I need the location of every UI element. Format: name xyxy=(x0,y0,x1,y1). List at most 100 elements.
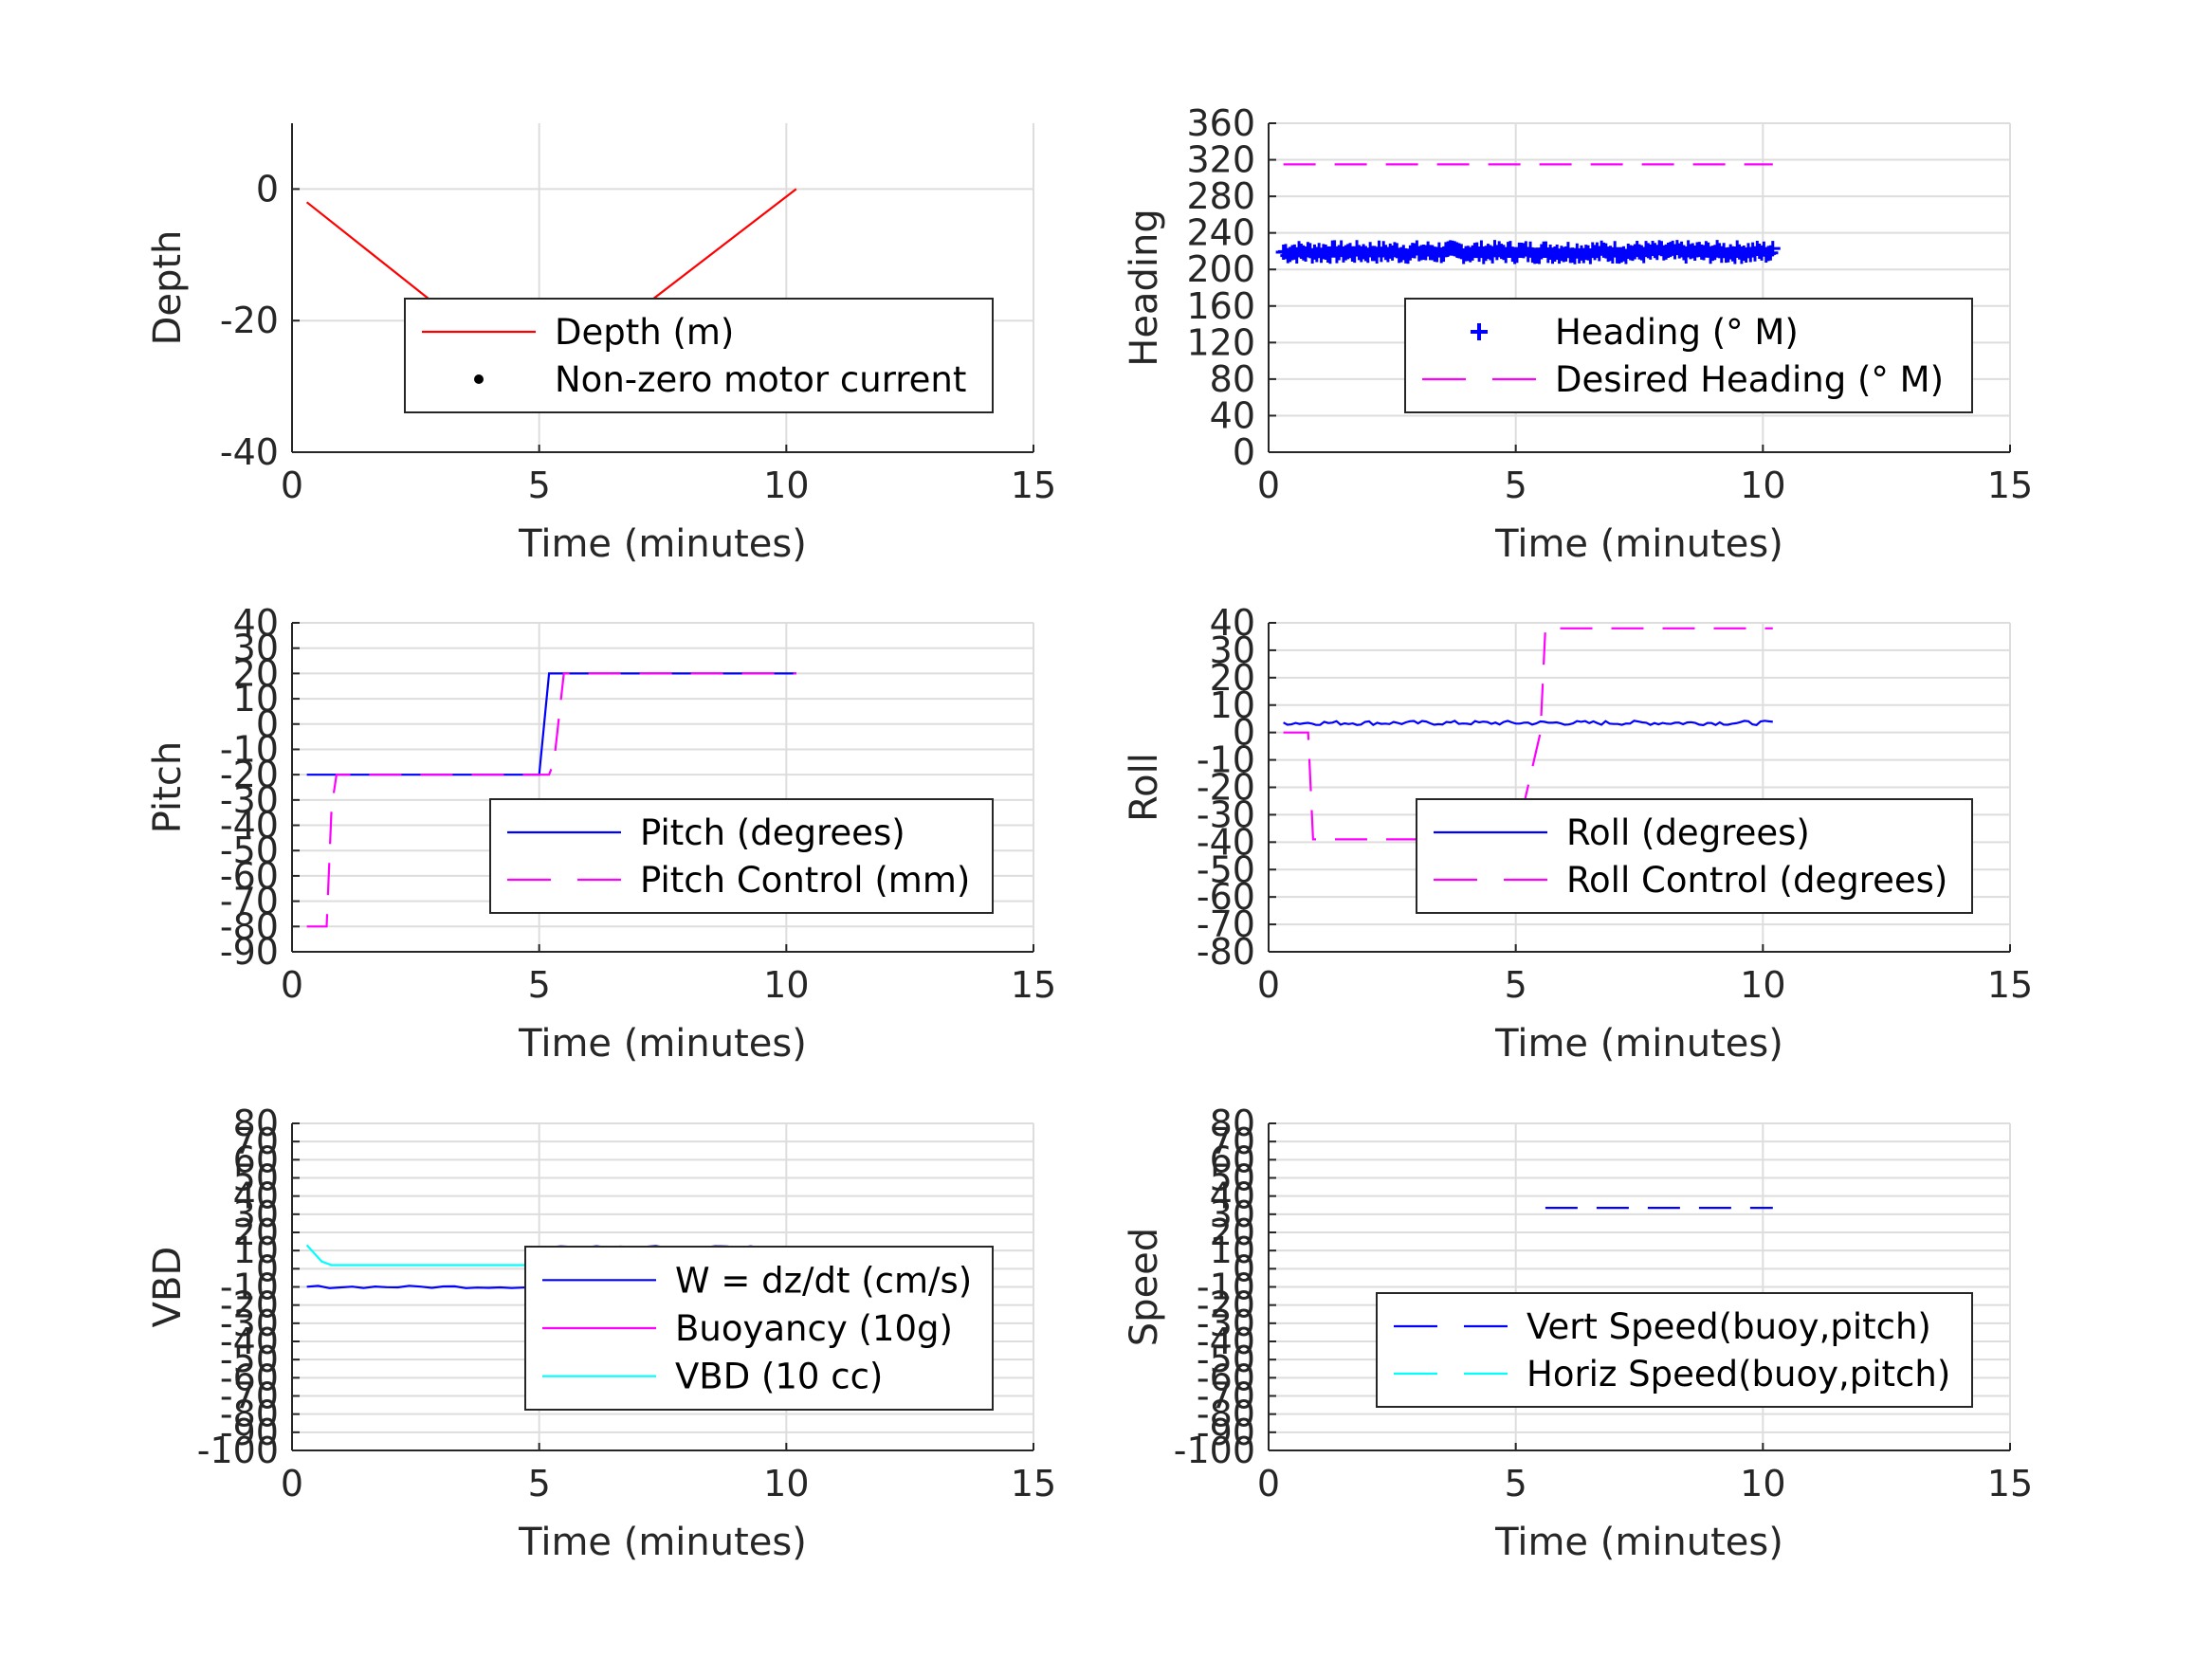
y-tick-label: 60 xyxy=(233,1139,279,1180)
x-tick-label: 15 xyxy=(1011,1463,1056,1504)
y-tick-label: -80 xyxy=(220,1394,279,1435)
y-tick-label: 0 xyxy=(256,703,279,745)
y-tick-label: 0 xyxy=(256,1248,279,1289)
x-axis-label: Time (minutes) xyxy=(518,1521,807,1564)
depth-legend: Depth (m) Non-zero motor current xyxy=(404,298,994,413)
legend-box xyxy=(489,798,994,914)
x-tick-label: 10 xyxy=(763,1463,809,1504)
y-tick-label: -90 xyxy=(1197,1412,1255,1453)
y-tick-label: 20 xyxy=(1210,1212,1255,1253)
heading-point xyxy=(1709,240,1726,256)
y-tick-label: -40 xyxy=(1197,821,1255,863)
y-tick-label: 0 xyxy=(1233,712,1255,754)
y-tick-label: 30 xyxy=(1210,629,1255,671)
x-tick-label: 15 xyxy=(1987,1463,2033,1504)
x-tick-label: 5 xyxy=(528,465,551,506)
y-tick-label: -80 xyxy=(220,905,279,947)
y-axis-label: VBD xyxy=(146,1247,190,1328)
y-tick-label: -10 xyxy=(220,1267,279,1308)
y-tick-label: 40 xyxy=(1210,602,1255,644)
y-tick-label: -50 xyxy=(1197,1339,1255,1380)
x-tick-label: 0 xyxy=(1257,1463,1280,1504)
y-tick-label: -30 xyxy=(220,779,279,821)
x-tick-label: 5 xyxy=(528,964,551,1006)
heading-legend: Heading (° M) Desired Heading (° M) xyxy=(1404,298,1973,413)
y-tick-label: 20 xyxy=(1210,657,1255,699)
roll-panel: 0 5 10 15-80-70-60-50-40-30-20-10010203040T… xyxy=(1123,602,2033,1066)
vbd-panel: 0 5 10 15-100-90-80-70-60-50-40-30-20-10010… xyxy=(146,1103,1056,1564)
legend-label: Heading (° M) xyxy=(1555,312,1799,353)
y-tick-label: -70 xyxy=(220,1376,279,1417)
y-tick-label: -70 xyxy=(1197,903,1255,945)
y-tick-label: -70 xyxy=(1197,1376,1255,1417)
y-tick-label: -30 xyxy=(220,1303,279,1344)
y-tick-label: -60 xyxy=(1197,1357,1255,1398)
x-tick-label: 0 xyxy=(281,1463,303,1504)
y-tick-label: 10 xyxy=(233,1230,279,1271)
y-tick-label: 0 xyxy=(256,168,279,210)
legend-label: Pitch Control (mm) xyxy=(640,860,970,901)
x-tick-label: 5 xyxy=(1505,964,1527,1006)
legend-label: Vert Speed(buoy,pitch) xyxy=(1526,1306,1931,1347)
y-axis-label: Depth xyxy=(146,230,190,346)
x-tick-label: 5 xyxy=(528,1463,551,1504)
legend-label: Buoyancy (10g) xyxy=(675,1308,953,1349)
y-tick-label: -90 xyxy=(220,1412,279,1453)
x-tick-label: 15 xyxy=(1987,465,2033,506)
legend-label: Pitch (degrees) xyxy=(640,812,905,853)
y-tick-label: 200 xyxy=(1186,248,1255,290)
y-tick-label: 80 xyxy=(1210,358,1255,400)
y-tick-label: 40 xyxy=(1210,1176,1255,1217)
y-tick-label: -30 xyxy=(1197,793,1255,835)
legend-label: Non-zero motor current xyxy=(555,359,966,400)
y-tick-label: -80 xyxy=(1197,931,1255,973)
x-tick-label: 10 xyxy=(763,964,809,1006)
x-axis-label: Time (minutes) xyxy=(1494,1022,1783,1066)
legend-label: Roll (degrees) xyxy=(1566,812,1810,853)
legend-box xyxy=(1416,798,1973,914)
y-tick-label: -40 xyxy=(220,1321,279,1362)
y-tick-label: 20 xyxy=(233,1212,279,1253)
y-axis-label: Heading xyxy=(1123,209,1166,366)
y-tick-label: -20 xyxy=(220,300,279,341)
y-tick-label: -20 xyxy=(220,754,279,795)
roll-legend: Roll (degrees) Roll Control (degrees) xyxy=(1416,798,1973,914)
heading-point xyxy=(1764,241,1781,257)
y-tick-label: 40 xyxy=(233,1176,279,1217)
legend-swatch xyxy=(474,374,484,384)
y-tick-label: -40 xyxy=(220,805,279,847)
y-tick-label: -50 xyxy=(1197,848,1255,890)
y-tick-label: -10 xyxy=(1197,739,1255,781)
y-tick-label: -80 xyxy=(1197,1394,1255,1435)
x-tick-label: 10 xyxy=(763,465,809,506)
x-tick-label: 0 xyxy=(281,465,303,506)
y-tick-label: -20 xyxy=(220,1285,279,1326)
pitch-panel: 0 5 10 15-90-80-70-60-50-40-30-20-100102030… xyxy=(146,602,1056,1066)
x-tick-label: 5 xyxy=(1505,1463,1527,1504)
y-tick-label: 80 xyxy=(233,1103,279,1144)
speed-legend: Vert Speed(buoy,pitch) Horiz Speed(buoy,p… xyxy=(1376,1292,1973,1408)
legend-box xyxy=(404,298,994,413)
y-tick-label: -50 xyxy=(220,830,279,871)
x-tick-label: 0 xyxy=(1257,465,1280,506)
y-tick-label: 30 xyxy=(1210,1194,1255,1235)
x-tick-label: 15 xyxy=(1011,964,1056,1006)
y-tick-label: -40 xyxy=(220,431,279,473)
x-tick-label: 0 xyxy=(1257,964,1280,1006)
y-tick-label: 60 xyxy=(1210,1139,1255,1180)
y-tick-label: -60 xyxy=(220,855,279,897)
legend-label: Desired Heading (° M) xyxy=(1555,359,1944,400)
y-tick-label: -90 xyxy=(220,931,279,973)
legend-label: Roll Control (degrees) xyxy=(1566,860,1947,901)
y-tick-label: 120 xyxy=(1186,321,1255,363)
y-tick-label: 0 xyxy=(1233,431,1255,473)
y-tick-label: -20 xyxy=(1197,767,1255,809)
y-tick-label: -70 xyxy=(220,881,279,922)
y-tick-label: 70 xyxy=(1210,1121,1255,1162)
vbd-legend: W = dz/dt (cm/s) Buoyancy (10g) VBD (10 cc… xyxy=(524,1246,994,1411)
y-tick-label: 160 xyxy=(1186,285,1255,327)
x-axis-label: Time (minutes) xyxy=(518,1022,807,1066)
y-axis-label: Speed xyxy=(1123,1228,1166,1346)
x-axis-label: Time (minutes) xyxy=(1494,522,1783,566)
